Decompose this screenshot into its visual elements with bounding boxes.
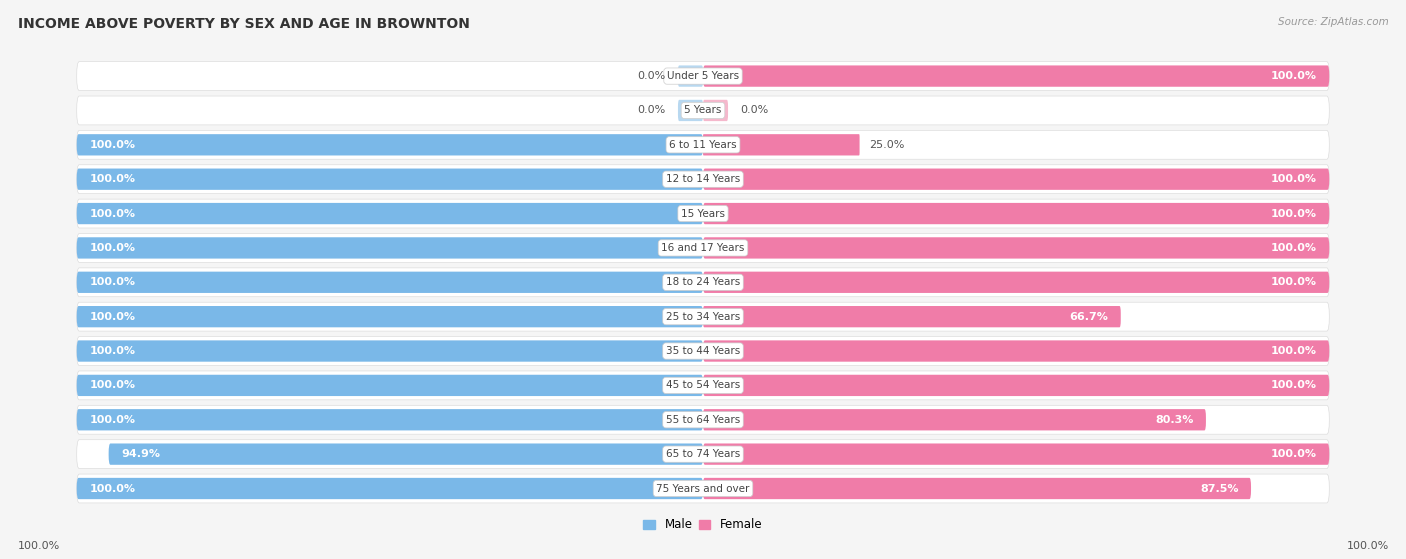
- Text: 100.0%: 100.0%: [1271, 449, 1317, 459]
- FancyBboxPatch shape: [77, 302, 1329, 331]
- Text: 87.5%: 87.5%: [1199, 484, 1239, 494]
- FancyBboxPatch shape: [703, 306, 1121, 328]
- Text: Source: ZipAtlas.com: Source: ZipAtlas.com: [1278, 17, 1389, 27]
- Text: 0.0%: 0.0%: [637, 106, 665, 116]
- Text: 55 to 64 Years: 55 to 64 Years: [666, 415, 740, 425]
- FancyBboxPatch shape: [703, 65, 1329, 87]
- FancyBboxPatch shape: [77, 409, 703, 430]
- FancyBboxPatch shape: [703, 443, 1329, 465]
- Text: 75 Years and over: 75 Years and over: [657, 484, 749, 494]
- Text: 100.0%: 100.0%: [1271, 346, 1317, 356]
- FancyBboxPatch shape: [703, 203, 1329, 224]
- Text: 100.0%: 100.0%: [89, 243, 135, 253]
- FancyBboxPatch shape: [703, 409, 1206, 430]
- FancyBboxPatch shape: [77, 272, 703, 293]
- FancyBboxPatch shape: [108, 443, 703, 465]
- FancyBboxPatch shape: [703, 340, 1329, 362]
- FancyBboxPatch shape: [77, 371, 1329, 400]
- FancyBboxPatch shape: [703, 272, 1329, 293]
- Text: 100.0%: 100.0%: [89, 312, 135, 321]
- FancyBboxPatch shape: [77, 340, 703, 362]
- FancyBboxPatch shape: [703, 375, 1329, 396]
- Text: 100.0%: 100.0%: [1271, 277, 1317, 287]
- Text: 100.0%: 100.0%: [89, 415, 135, 425]
- Text: 100.0%: 100.0%: [1271, 174, 1317, 184]
- FancyBboxPatch shape: [77, 375, 703, 396]
- Text: 100.0%: 100.0%: [1271, 71, 1317, 81]
- FancyBboxPatch shape: [77, 268, 1329, 297]
- FancyBboxPatch shape: [77, 440, 1329, 468]
- Text: 18 to 24 Years: 18 to 24 Years: [666, 277, 740, 287]
- FancyBboxPatch shape: [703, 478, 1251, 499]
- Text: Under 5 Years: Under 5 Years: [666, 71, 740, 81]
- Text: 100.0%: 100.0%: [89, 484, 135, 494]
- Text: 94.9%: 94.9%: [121, 449, 160, 459]
- FancyBboxPatch shape: [77, 199, 1329, 228]
- Text: 100.0%: 100.0%: [18, 541, 60, 551]
- Text: 0.0%: 0.0%: [637, 71, 665, 81]
- Text: INCOME ABOVE POVERTY BY SEX AND AGE IN BROWNTON: INCOME ABOVE POVERTY BY SEX AND AGE IN B…: [18, 17, 470, 31]
- Text: 100.0%: 100.0%: [89, 380, 135, 390]
- Text: 65 to 74 Years: 65 to 74 Years: [666, 449, 740, 459]
- FancyBboxPatch shape: [77, 234, 1329, 262]
- Text: 15 Years: 15 Years: [681, 209, 725, 219]
- FancyBboxPatch shape: [703, 100, 728, 121]
- FancyBboxPatch shape: [77, 203, 703, 224]
- FancyBboxPatch shape: [77, 474, 1329, 503]
- Text: 5 Years: 5 Years: [685, 106, 721, 116]
- Legend: Male, Female: Male, Female: [638, 514, 768, 536]
- Text: 0.0%: 0.0%: [741, 106, 769, 116]
- Text: 12 to 14 Years: 12 to 14 Years: [666, 174, 740, 184]
- Text: 6 to 11 Years: 6 to 11 Years: [669, 140, 737, 150]
- Text: 35 to 44 Years: 35 to 44 Years: [666, 346, 740, 356]
- FancyBboxPatch shape: [678, 65, 703, 87]
- Text: 25 to 34 Years: 25 to 34 Years: [666, 312, 740, 321]
- FancyBboxPatch shape: [77, 405, 1329, 434]
- Text: 16 and 17 Years: 16 and 17 Years: [661, 243, 745, 253]
- Text: 45 to 54 Years: 45 to 54 Years: [666, 380, 740, 390]
- FancyBboxPatch shape: [77, 168, 703, 190]
- FancyBboxPatch shape: [77, 237, 703, 259]
- Text: 100.0%: 100.0%: [1347, 541, 1389, 551]
- Text: 100.0%: 100.0%: [89, 174, 135, 184]
- FancyBboxPatch shape: [678, 100, 703, 121]
- Text: 100.0%: 100.0%: [1271, 209, 1317, 219]
- FancyBboxPatch shape: [77, 165, 1329, 193]
- Text: 66.7%: 66.7%: [1070, 312, 1108, 321]
- FancyBboxPatch shape: [77, 96, 1329, 125]
- Text: 80.3%: 80.3%: [1154, 415, 1194, 425]
- Text: 100.0%: 100.0%: [1271, 380, 1317, 390]
- Text: 100.0%: 100.0%: [89, 140, 135, 150]
- FancyBboxPatch shape: [77, 337, 1329, 366]
- Text: 100.0%: 100.0%: [89, 346, 135, 356]
- FancyBboxPatch shape: [703, 134, 859, 155]
- Text: 100.0%: 100.0%: [89, 277, 135, 287]
- FancyBboxPatch shape: [77, 134, 703, 155]
- FancyBboxPatch shape: [77, 61, 1329, 91]
- Text: 100.0%: 100.0%: [1271, 243, 1317, 253]
- Text: 25.0%: 25.0%: [869, 140, 904, 150]
- FancyBboxPatch shape: [77, 306, 703, 328]
- Text: 100.0%: 100.0%: [89, 209, 135, 219]
- FancyBboxPatch shape: [77, 130, 1329, 159]
- FancyBboxPatch shape: [703, 168, 1329, 190]
- FancyBboxPatch shape: [703, 237, 1329, 259]
- FancyBboxPatch shape: [77, 478, 703, 499]
